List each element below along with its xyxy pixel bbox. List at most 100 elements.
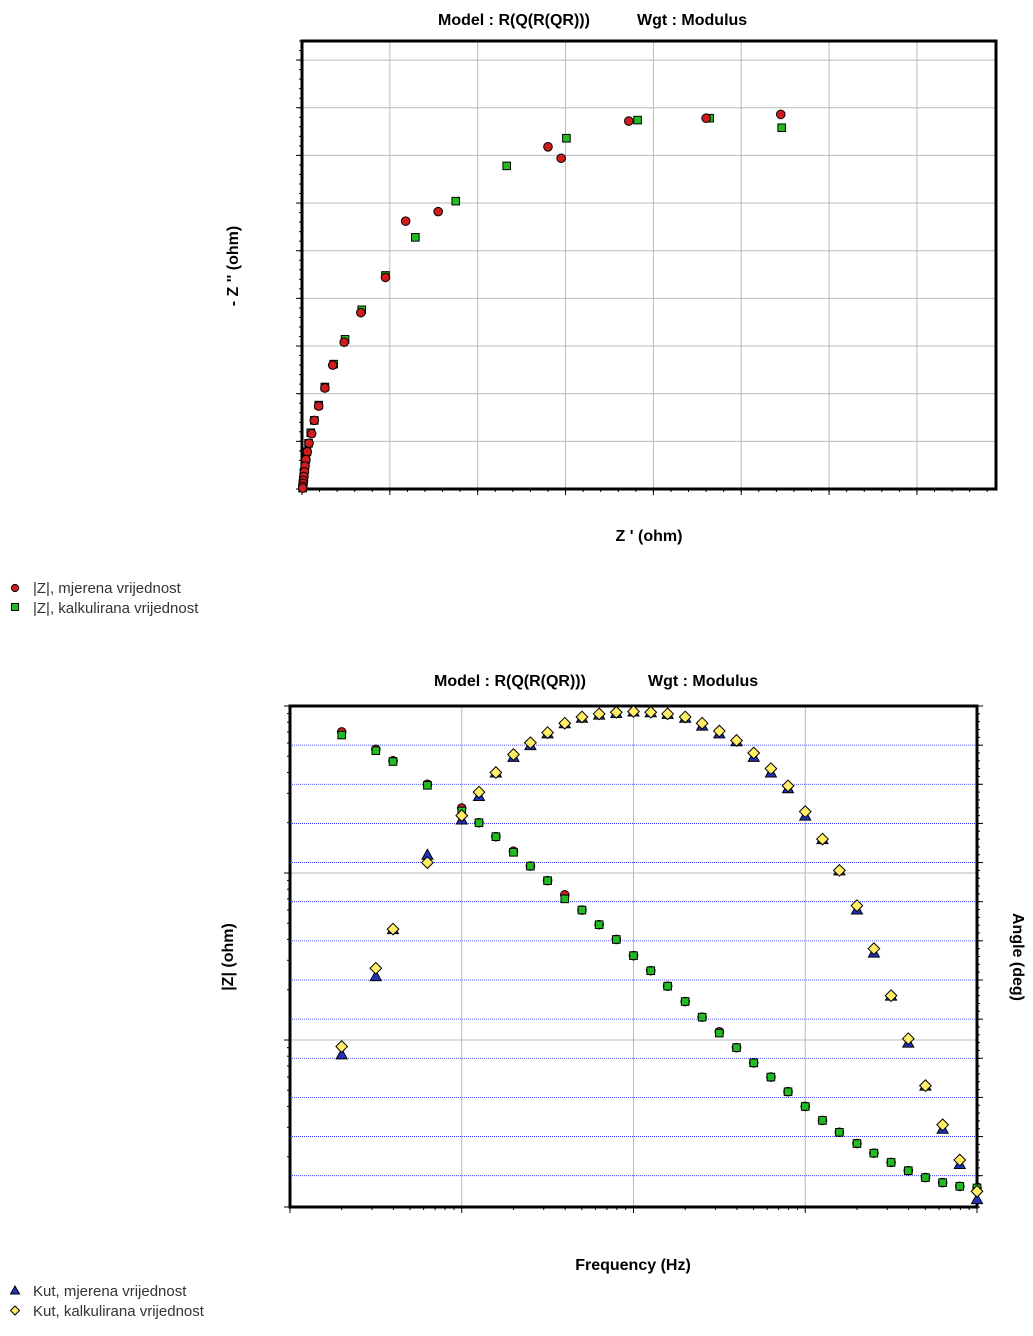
nyquist-measured-point: [400, 216, 411, 226]
bode-modulus-calculated-point: [800, 1102, 810, 1111]
bode-modulus-calculated-point: [388, 757, 398, 766]
bode-angle-calculated-point: [798, 805, 812, 819]
legend-angle-measured-triangle-marker: [9, 1284, 21, 1295]
bode-modulus-calculated-point: [732, 1043, 741, 1052]
bode-modulus-calculated-point: [560, 894, 570, 904]
nyquist-measured-point: [320, 383, 330, 393]
legend-angle-calculated-diamond-marker: [9, 1305, 21, 1316]
legend-calculated-square-marker: [11, 603, 19, 611]
bode-modulus-calculated-point: [611, 935, 621, 944]
bode-modulus-calculated-point: [715, 1028, 724, 1038]
bode-marks: [335, 704, 984, 1205]
nyquist-y-ticks: [296, 40, 302, 490]
bode-angle-calculated-point: [369, 961, 383, 975]
bode-modulus-calculated-point: [423, 781, 432, 790]
bode-angle-calculated-point: [832, 863, 846, 877]
nyquist-x-axis-title: Z ' (ohm): [616, 528, 683, 545]
nyquist-calculated-point: [502, 161, 511, 171]
bode-angle-calculated-point: [661, 707, 675, 721]
legend-measured-circle-marker: [10, 583, 20, 593]
nyquist-measured-point: [309, 415, 320, 426]
bode-title-model: Model : R(Q(R(QR))): [434, 673, 586, 690]
nyquist-measured-point: [356, 307, 366, 318]
bode-angle-calculated-point: [541, 726, 555, 740]
nyquist-legend: |Z|, mjerena vrijednost |Z|, kalkulirana…: [10, 580, 199, 617]
bode-angle-calculated-point: [781, 779, 795, 793]
legend-angle-calculated-label: Kut, kalkulirana vrijednost: [33, 1303, 205, 1320]
nyquist-measured-point: [327, 360, 338, 370]
bode-modulus-calculated-point: [835, 1128, 844, 1137]
nyquist-measured-point: [313, 401, 324, 411]
bode-angle-calculated-point: [575, 710, 589, 724]
bode-y2-axis-title: Angle (deg): [1009, 913, 1026, 1001]
bode-angle-calculated-point: [489, 766, 503, 780]
nyquist-calculated-point: [562, 133, 571, 143]
bode-legend: Kut, mjerena vrijednost Kut, kalkulirana…: [9, 1283, 205, 1320]
bode-modulus-calculated-point: [852, 1139, 862, 1148]
nyquist-calculated-point: [777, 123, 786, 133]
bode-angle-calculated-point: [901, 1032, 915, 1046]
bode-angle-calculated-point: [386, 922, 400, 936]
bode-modulus-calculated-point: [818, 1116, 827, 1125]
bode-angle-calculated-point: [592, 707, 606, 721]
bode-angle-measured-point: [335, 1047, 349, 1060]
nyquist-title-model: Model : R(Q(R(QR))): [438, 12, 590, 29]
bode-angle-calculated-point: [609, 705, 623, 719]
bode-angle-measured-point: [369, 969, 383, 982]
legend-angle-measured-label: Kut, mjerena vrijednost: [33, 1283, 187, 1300]
nyquist-title-wgt: Wgt : Modulus: [637, 12, 747, 29]
nyquist-measured-point: [775, 109, 786, 120]
bode-modulus-calculated-point: [337, 730, 347, 740]
nyquist-measured-point: [306, 428, 317, 439]
nyquist-gridlines: [302, 41, 996, 489]
bode-x-ticks: [289, 1207, 978, 1213]
bode-angle-calculated-point: [884, 989, 898, 1003]
bode-modulus-calculated-point: [594, 920, 604, 930]
bode-modulus-calculated-point: [869, 1148, 879, 1158]
nyquist-chart: Model : R(Q(R(QR))) Wgt : Modulus Z ' (o…: [225, 12, 998, 545]
bode-modulus-calculated-point: [921, 1173, 930, 1182]
bode-angle-calculated-point: [850, 899, 864, 913]
nyquist-measured-point: [623, 116, 634, 126]
bode-y2-ticks: [977, 705, 983, 1208]
nyquist-calculated-point: [633, 115, 642, 125]
nyquist-measured-point: [556, 153, 566, 164]
bode-angle-calculated-point: [420, 856, 434, 870]
bode-angle-calculated-point: [953, 1153, 967, 1167]
bode-angle-calculated-point: [695, 716, 709, 730]
bode-modulus-calculated-point: [474, 818, 484, 828]
nyquist-measured-point: [339, 337, 349, 348]
bode-angle-calculated-point: [747, 746, 761, 760]
nyquist-calculated-point: [411, 233, 420, 242]
bode-angle-calculated-point: [558, 716, 572, 730]
bode-modulus-calculated-point: [629, 951, 638, 960]
bode-angle-calculated-point: [815, 832, 829, 846]
nyquist-measured-point: [380, 272, 391, 283]
bode-angle-calculated-point: [626, 704, 641, 718]
bode-modulus-calculated-point: [955, 1182, 965, 1191]
bode-modulus-calculated-point: [526, 861, 535, 871]
bode-angle-calculated-point: [644, 705, 658, 719]
bode-angle-calculated-point: [970, 1184, 984, 1198]
bode-modulus-calculated-point: [577, 905, 587, 915]
bode-modulus-calculated-point: [680, 997, 690, 1006]
bode-title-wgt: Wgt : Modulus: [648, 673, 758, 690]
bode-modulus-calculated-point: [509, 848, 518, 857]
bode-modulus-calculated-point: [749, 1058, 758, 1068]
bode-angle-measured-point: [970, 1192, 984, 1205]
bode-chart: Model : R(Q(R(QR))) Wgt : Modulus Freque…: [220, 673, 1026, 1274]
bode-angle-calculated-point: [712, 724, 726, 738]
bode-angle-calculated-point: [335, 1040, 349, 1054]
bode-modulus-calculated-point: [783, 1087, 793, 1097]
nyquist-measured-point: [304, 438, 314, 449]
bode-modulus-calculated-point: [903, 1166, 913, 1175]
bode-modulus-calculated-point: [646, 966, 656, 975]
bode-modulus-calculated-point: [371, 746, 381, 755]
legend-measured-label: |Z|, mjerena vrijednost: [33, 580, 182, 597]
legend-calculated-label: |Z|, kalkulirana vrijednost: [33, 600, 199, 617]
nyquist-calculated-point: [451, 196, 461, 206]
nyquist-y-axis-title: - Z '' (ohm): [225, 226, 242, 306]
bode-x-axis-title: Frequency (Hz): [575, 1257, 691, 1274]
bode-modulus-calculated-point: [491, 832, 501, 841]
